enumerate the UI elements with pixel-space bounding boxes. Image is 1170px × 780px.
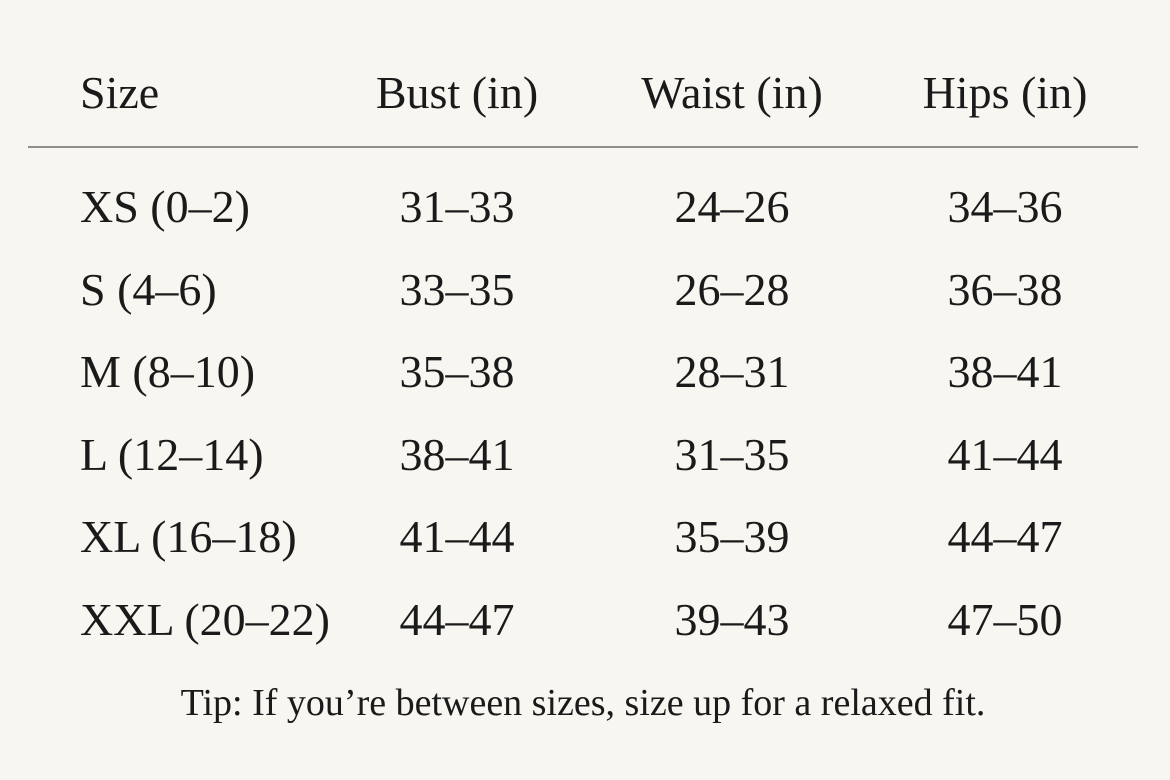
waist-value: 31–35 (674, 428, 790, 480)
table-body: XS (0–2) 31–33 24–26 34–36 S (4–6) 33–35… (28, 166, 1138, 661)
hips-value: 34–36 (947, 181, 1063, 233)
hips-value: 38–41 (947, 346, 1063, 398)
header-divider (28, 146, 1138, 148)
column-header-waist: Waist (in) (641, 67, 823, 118)
bust-value: 44–47 (399, 593, 515, 645)
hips-value: 44–47 (947, 511, 1063, 563)
waist-value: 26–28 (674, 263, 790, 315)
bust-value: 31–33 (399, 181, 515, 233)
bust-value: 35–38 (399, 346, 515, 398)
bust-value: 38–41 (399, 428, 515, 480)
column-header-size: Size (80, 67, 160, 118)
waist-value: 28–31 (674, 346, 790, 398)
table-header-row: Size Bust (in) Waist (in) Hips (in) (28, 0, 1138, 146)
table-row: M (8–10) 35–38 28–31 38–41 (28, 331, 1138, 414)
table-row: XS (0–2) 31–33 24–26 34–36 (28, 166, 1138, 249)
size-label: L (12–14) (80, 428, 264, 480)
table-row: XL (16–18) 41–44 35–39 44–47 (28, 496, 1138, 579)
bust-value: 33–35 (399, 263, 515, 315)
size-label: M (8–10) (80, 346, 256, 398)
size-label: XL (16–18) (80, 511, 297, 563)
table-row: XXL (20–22) 44–47 39–43 47–50 (28, 579, 1138, 662)
column-header-bust: Bust (in) (375, 67, 539, 118)
waist-value: 24–26 (674, 181, 790, 233)
waist-value: 39–43 (674, 593, 790, 645)
size-chart-table: Size Bust (in) Waist (in) Hips (in) XS (… (28, 0, 1138, 733)
hips-value: 36–38 (947, 263, 1063, 315)
waist-value: 35–39 (674, 511, 790, 563)
table-row: L (12–14) 38–41 31–35 41–44 (28, 414, 1138, 497)
size-label: XXL (20–22) (80, 593, 330, 645)
hips-value: 41–44 (947, 428, 1063, 480)
size-label: XS (0–2) (80, 181, 250, 233)
size-label: S (4–6) (80, 263, 217, 315)
sizing-tip-note: Tip: If you’re between sizes, size up fo… (180, 682, 986, 724)
table-row: S (4–6) 33–35 26–28 36–38 (28, 249, 1138, 332)
hips-value: 47–50 (947, 593, 1063, 645)
bust-value: 41–44 (399, 511, 515, 563)
column-header-hips: Hips (in) (922, 67, 1088, 118)
